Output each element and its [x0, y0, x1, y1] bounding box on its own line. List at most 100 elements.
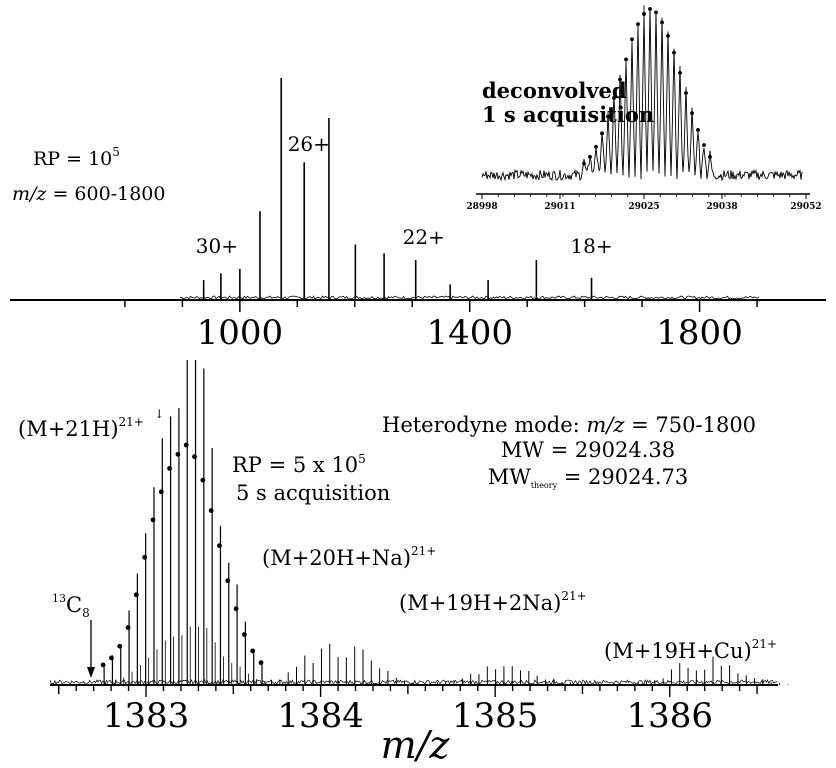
heterodyne-panel: 1383 1384 1385 1386 m/z (M+21H)21+ (M+20H+N…	[18, 360, 789, 767]
bottom-tick-label: 1383	[103, 696, 190, 736]
rp-exponent: 5	[112, 145, 120, 159]
rp-bottom-label: RP = 5 x 105	[232, 452, 366, 477]
mz-italic: m/z	[12, 183, 47, 205]
inset-envelope-dot	[600, 131, 604, 136]
c13-sub: 8	[82, 606, 90, 620]
het-mz: m/z	[586, 413, 625, 437]
inset-envelope-dot	[642, 12, 646, 16]
top-tick-label: 1400	[426, 313, 513, 353]
inset-envelope-dot	[666, 33, 670, 38]
inset-envelope-dots	[582, 7, 712, 166]
inset-tick-label: 29052	[790, 202, 821, 212]
bottom-envelope-dot	[133, 592, 139, 598]
species-text: (M+20H+Na)	[262, 546, 411, 570]
species-text: (M+21H)	[18, 417, 119, 441]
inset-envelope-dot	[690, 111, 694, 116]
bottom-tick-label: 1386	[626, 696, 713, 736]
inset-tick-label: 29025	[628, 202, 659, 212]
bottom-envelope-dot	[175, 451, 181, 457]
inset-envelope-dot	[582, 161, 586, 166]
mw-theory-prefix: MW	[488, 465, 532, 489]
bottom-envelope-dot	[167, 466, 173, 471]
rp-label: RP = 105	[33, 145, 120, 170]
bottom-peaks	[103, 360, 789, 685]
inset-envelope-dot	[702, 143, 706, 147]
mz-range-text: = 600-1800	[46, 183, 165, 205]
top-peaks	[202, 78, 593, 300]
main-peak-arrow: ↓	[154, 407, 164, 421]
bottom-envelope-dot	[158, 489, 164, 495]
inset-envelope-dot	[588, 154, 592, 159]
inset-trace-line	[481, 6, 803, 182]
x-axis-title: m/z	[381, 723, 451, 767]
inset-envelope-dot	[672, 50, 676, 55]
species-label-cu: (M+19H+Cu)21+	[604, 637, 777, 663]
inset-tick-label: 29038	[706, 202, 737, 212]
bottom-envelope-dot	[100, 662, 106, 668]
rp-text: RP = 10	[33, 148, 112, 170]
bottom-axis-ticks: 1383 1384 1385 1386	[58, 685, 758, 736]
c13-arrow-head	[87, 667, 95, 678]
inset-envelope-dot	[618, 77, 622, 82]
charge-label: 22+	[403, 225, 445, 249]
species-label-2na: (M+19H+2Na)21+	[399, 589, 587, 615]
bottom-tick-label: 1384	[277, 696, 364, 736]
inset-envelope-dot	[684, 91, 688, 95]
c13-label: 13C8	[52, 592, 90, 620]
top-tick-label: 1800	[656, 313, 743, 353]
inset-envelope-dot	[630, 37, 634, 42]
inset-envelope-dot	[660, 20, 664, 25]
bottom-envelope-dot	[241, 632, 247, 637]
species-text: (M+19H+2Na)	[399, 591, 561, 615]
inset-envelope-dot	[612, 96, 616, 100]
bottom-noise-trace	[49, 679, 778, 686]
species-charge: 21+	[411, 544, 436, 558]
het-range: = 750-1800	[624, 413, 756, 437]
inset-envelope-dot	[708, 154, 712, 159]
inset-envelope-dot	[678, 70, 682, 75]
mz-range-label: m/z = 600-1800	[12, 183, 165, 205]
bottom-envelope-dot	[125, 625, 131, 630]
charge-label: 18+	[570, 234, 612, 258]
mw-theory-label: MWtheory = 29024.73	[488, 465, 689, 490]
top-tick-label: 1000	[197, 313, 284, 353]
bottom-envelope-dot	[192, 454, 197, 460]
charge-label: 26+	[288, 132, 330, 156]
mw-theory-sub: theory	[531, 481, 558, 490]
bottom-envelope-dot	[208, 508, 214, 513]
inset-title-line1: deconvolved	[482, 78, 627, 103]
bottom-envelope-dot	[183, 442, 189, 448]
species-text: (M+19H+Cu)	[604, 639, 752, 663]
deconvolved-inset: 28998 29011 29025 29038 29052 ↓ deconvolved …	[466, 3, 821, 212]
het-prefix: Heterodyne mode:	[382, 413, 586, 437]
top-noise-trace	[179, 295, 760, 300]
inset-envelope-dot	[594, 144, 598, 149]
inset-envelope-dot	[636, 22, 640, 27]
top-axis-ticks: 1000 1400 1800	[124, 300, 758, 353]
full-spectrum-panel: 1000 1400 1800 30+ 26+ 22+ 18+ RP = 105 m/z =…	[10, 78, 826, 353]
inset-trace	[481, 6, 803, 182]
species-label-m21h: (M+21H)21+	[18, 415, 144, 441]
inset-envelope-dot	[606, 114, 610, 119]
inset-envelope-dot	[648, 7, 652, 11]
rp-bottom-text: RP = 5 x 10	[232, 453, 358, 477]
bottom-envelope-dots	[100, 442, 264, 668]
bottom-envelope-dot	[142, 554, 148, 560]
mw-label: MW = 29024.38	[501, 438, 675, 462]
inset-envelope-dot	[654, 10, 658, 15]
heterodyne-label: Heterodyne mode: m/z = 750-1800	[382, 413, 756, 437]
species-charge: 21+	[561, 589, 586, 603]
species-label-na: (M+20H+Na)21+	[262, 544, 436, 570]
bottom-envelope-dot	[258, 660, 264, 666]
inset-tick-label: 29011	[544, 202, 575, 212]
bottom-envelope-dot	[233, 606, 239, 612]
inset-arrow: ↓	[639, 3, 649, 17]
inset-title-line2: 1 s acquisition	[482, 102, 654, 127]
species-charge: 21+	[119, 415, 144, 429]
bottom-envelope-dot	[150, 517, 156, 523]
bottom-envelope-dot	[117, 643, 123, 649]
rp-bottom-exp: 5	[358, 452, 366, 466]
bottom-envelope-dot	[225, 578, 231, 584]
bottom-envelope-dot	[200, 477, 206, 483]
